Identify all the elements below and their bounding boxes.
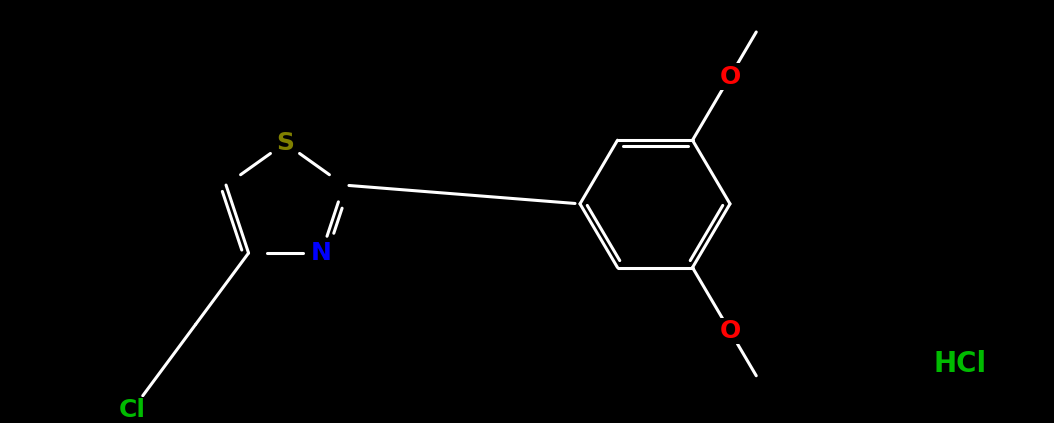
Text: HCl: HCl [934, 350, 987, 378]
Text: Cl: Cl [119, 398, 145, 422]
Text: S: S [276, 131, 294, 155]
Text: N: N [311, 241, 332, 265]
Text: O: O [720, 65, 741, 88]
Text: O: O [720, 319, 741, 343]
